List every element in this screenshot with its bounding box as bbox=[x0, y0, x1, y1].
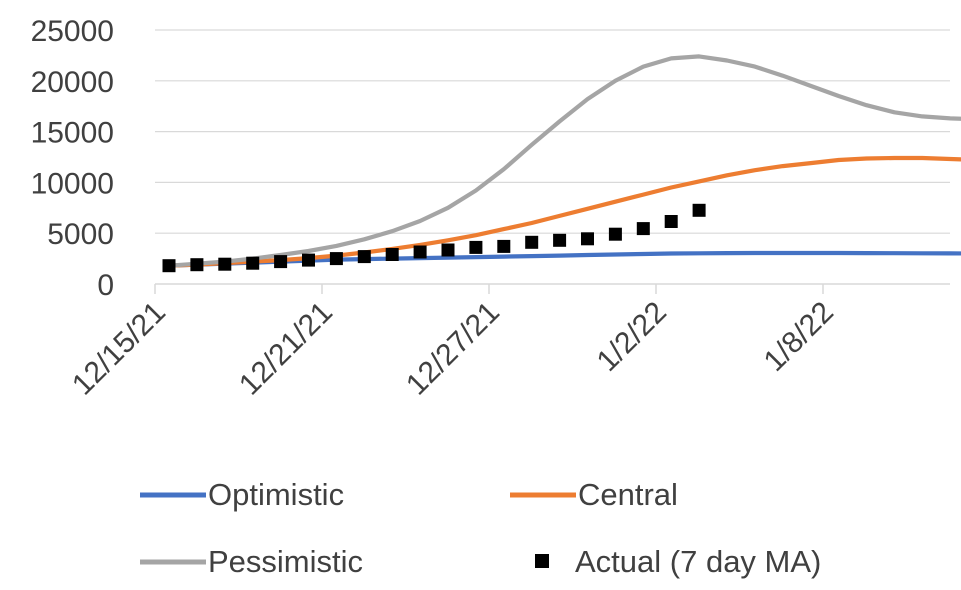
legend-label-actual-7-day-ma: Actual (7 day MA) bbox=[575, 544, 821, 579]
data-point-actual-7-day-ma bbox=[636, 222, 650, 236]
legend: Optimistic Central Pessimistic Actual (7 da… bbox=[140, 477, 821, 579]
x-axis-tick-labels: 12/15/21 12/21/21 12/27/21 1/2/22 1/8/22 bbox=[66, 296, 840, 402]
x-tick-label: 12/15/21 bbox=[66, 296, 172, 402]
data-point-actual-7-day-ma bbox=[525, 235, 539, 249]
series-line-pessimistic bbox=[166, 54, 961, 268]
x-tick-label: 12/27/21 bbox=[400, 296, 506, 402]
y-tick-label: 15000 bbox=[31, 117, 114, 150]
data-point-actual-7-day-ma bbox=[218, 257, 232, 271]
data-point-actual-7-day-ma bbox=[274, 255, 288, 269]
x-tick-label: 12/21/21 bbox=[233, 296, 339, 402]
data-point-actual-7-day-ma bbox=[664, 215, 678, 228]
data-point-actual-7-day-ma bbox=[302, 253, 315, 267]
data-point-actual-7-day-ma bbox=[162, 259, 176, 273]
legend-label-central: Central bbox=[578, 477, 678, 512]
data-point-actual-7-day-ma bbox=[413, 245, 427, 259]
data-point-actual-7-day-ma bbox=[190, 258, 204, 272]
data-point-actual-7-day-ma bbox=[581, 232, 594, 246]
x-tick-label: 1/2/22 bbox=[591, 296, 673, 378]
data-point-actual-7-day-ma bbox=[469, 240, 483, 254]
y-tick-label: 25000 bbox=[31, 15, 114, 48]
data-point-actual-7-day-ma bbox=[553, 233, 567, 247]
data-point-actual-7-day-ma bbox=[246, 256, 260, 270]
data-point-actual-7-day-ma bbox=[329, 252, 343, 266]
data-point-actual-7-day-ma bbox=[441, 243, 455, 257]
series-layer bbox=[162, 54, 961, 273]
x-tick-label: 1/8/22 bbox=[758, 296, 840, 378]
data-point-actual-7-day-ma bbox=[357, 250, 371, 264]
series-line-central bbox=[166, 155, 961, 268]
legend-label-pessimistic: Pessimistic bbox=[208, 544, 363, 579]
data-point-actual-7-day-ma bbox=[385, 248, 399, 261]
data-point-actual-7-day-ma bbox=[497, 239, 511, 253]
y-tick-label: 0 bbox=[97, 269, 114, 302]
y-tick-label: 5000 bbox=[47, 218, 114, 251]
legend-swatch-actual-7-day-ma bbox=[535, 554, 549, 568]
gridlines bbox=[155, 29, 950, 234]
y-tick-label: 10000 bbox=[31, 167, 114, 200]
axes bbox=[154, 283, 950, 294]
y-tick-label: 20000 bbox=[31, 66, 114, 99]
y-axis-tick-labels: 0 5000 10000 15000 20000 25000 bbox=[31, 15, 114, 302]
data-point-actual-7-day-ma bbox=[608, 227, 622, 241]
data-point-actual-7-day-ma bbox=[692, 203, 706, 217]
legend-label-optimistic: Optimistic bbox=[208, 477, 344, 512]
